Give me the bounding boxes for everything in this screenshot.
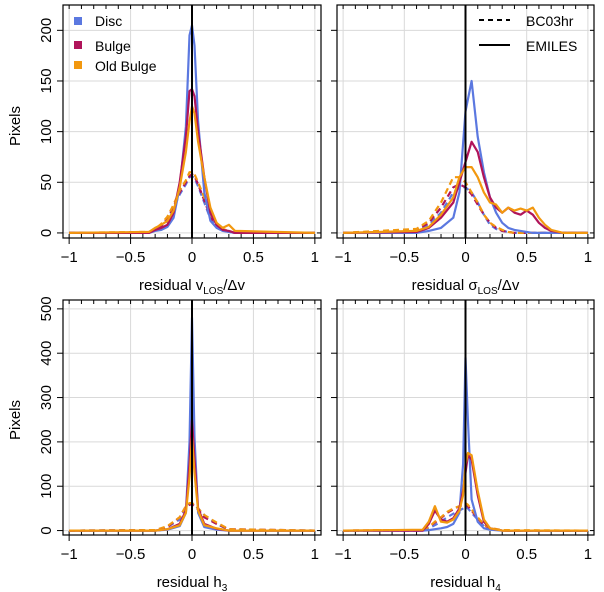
x-axis-title-main: residual h	[157, 574, 222, 591]
legend-swatch-bulge	[74, 41, 82, 49]
y-tick-label: 200	[38, 18, 55, 43]
series-line-disc-emiles	[343, 79, 588, 234]
x-tick-label: −0.5	[389, 249, 419, 266]
panel-frame	[62, 4, 322, 239]
series-line-old-bulge-bc03hr	[343, 502, 588, 532]
panel-frame	[62, 299, 322, 536]
panel-bottom-left: −1 −0.5 0 0.5 1 0 100 200 300 400 500 residual h3	[38, 296, 322, 592]
legend-label-disc: Disc	[95, 13, 122, 29]
x-tick-label: 0.5	[243, 546, 264, 563]
linestyle-legend: BC03hr EMILES	[479, 13, 577, 54]
x-tick-label: 0	[188, 546, 196, 563]
x-axis-title: residual vLOS/Δv	[139, 277, 245, 297]
x-tick-label: −0.5	[116, 249, 146, 266]
x-tick-label: 1	[584, 546, 592, 563]
x-tick-label: 0	[461, 546, 469, 563]
x-axis-title-subscript: 3	[222, 583, 228, 592]
series-line-bulge-emiles	[343, 140, 588, 234]
x-tick-label: −0.5	[116, 546, 146, 563]
y-tick-label: 500	[38, 296, 55, 321]
x-tick-label: 1	[584, 249, 592, 266]
x-axis-title-tail: /Δv	[498, 277, 520, 294]
x-axis-title: residual h4	[430, 574, 501, 592]
x-axis-title-main: residual σ	[412, 277, 479, 294]
panel-top-left: −1 −0.5 0 0.5 1 0 50 100 150 200 residual vLOS/Δv	[38, 4, 322, 297]
panel-frame	[336, 299, 595, 536]
y-tick-label: 200	[38, 429, 55, 454]
ylabel-top: Pixels	[7, 106, 24, 146]
x-axis-title: residual h3	[157, 574, 228, 592]
legend-label-old-bulge: Old Bulge	[95, 58, 157, 74]
legend-label-emiles: EMILES	[526, 38, 577, 54]
x-axis-title-main: residual h	[430, 574, 495, 591]
x-tick-label: 0.5	[243, 249, 264, 266]
x-tick-label: −1	[61, 249, 78, 266]
x-tick-label: 0	[188, 249, 196, 266]
legend-swatch-old-bulge	[74, 61, 82, 69]
y-tick-label: 300	[38, 385, 55, 410]
y-tick-label: 100	[38, 119, 55, 144]
panel-top-right: −1 −0.5 0 0.5 1 residual σLOS/Δv	[331, 4, 595, 297]
x-axis-title: residual σLOS/Δv	[412, 277, 520, 297]
x-tick-label: −1	[61, 546, 78, 563]
series-line-disc-bc03hr	[343, 505, 588, 532]
legend-label-bc03hr: BC03hr	[526, 13, 574, 29]
x-axis-title-main: residual v	[139, 277, 204, 294]
x-tick-label: 0	[461, 249, 469, 266]
x-axis-title-subscript: LOS	[478, 286, 498, 297]
series-line-old-bulge-emiles	[343, 451, 588, 532]
y-tick-label: 400	[38, 341, 55, 366]
x-axis-title-subscript: 4	[495, 583, 501, 592]
x-tick-label: 0.5	[516, 546, 537, 563]
x-tick-label: 1	[311, 249, 319, 266]
x-tick-label: −1	[335, 546, 352, 563]
panel-bottom-right: −1 −0.5 0 0.5 1 residual h4	[331, 299, 595, 592]
y-tick-label: 150	[38, 68, 55, 93]
y-tick-label: 50	[38, 174, 55, 191]
series-line-old-bulge-emiles	[343, 166, 588, 234]
y-tick-label: 100	[38, 474, 55, 499]
x-tick-label: −0.5	[389, 546, 419, 563]
x-tick-label: −1	[335, 249, 352, 266]
ylabel-bottom: Pixels	[7, 400, 24, 440]
y-tick-label: 0	[38, 526, 55, 534]
x-tick-label: 0.5	[516, 249, 537, 266]
legend-swatch-disc	[74, 17, 82, 25]
y-tick-label: 0	[38, 229, 55, 237]
x-tick-label: 1	[311, 546, 319, 563]
x-axis-title-subscript: LOS	[203, 286, 223, 297]
legend-label-bulge: Bulge	[95, 38, 131, 54]
color-legend: Disc Bulge Old Bulge	[74, 13, 157, 74]
panel-frame	[336, 4, 595, 239]
x-axis-title-tail: /Δv	[223, 277, 245, 294]
series-line-disc-emiles	[343, 356, 588, 532]
